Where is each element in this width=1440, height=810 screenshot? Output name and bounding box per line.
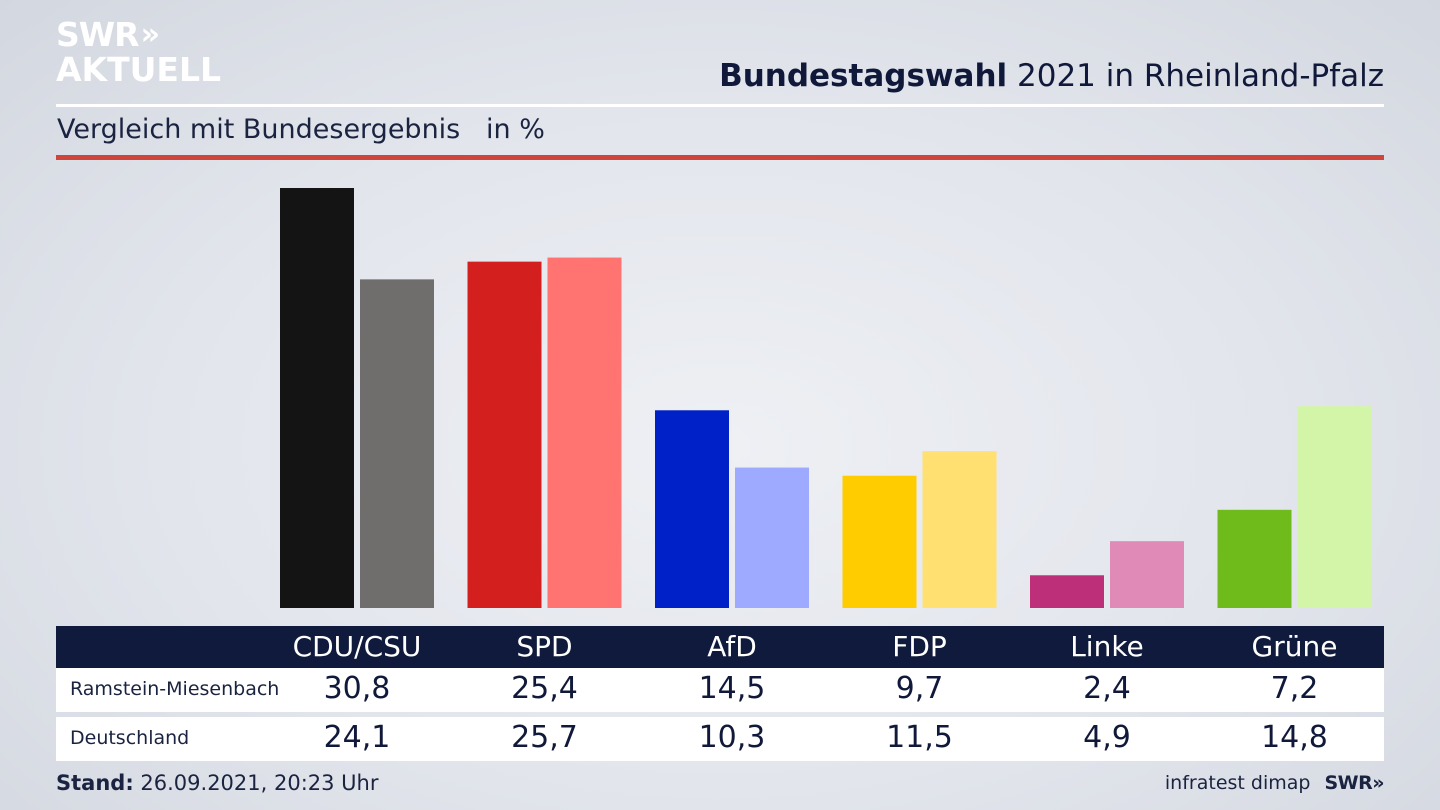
bar-linke-national bbox=[1110, 541, 1184, 608]
swr-aktuell-logo: SWR» AKTUELL bbox=[56, 18, 221, 86]
bar-afd-local bbox=[655, 410, 729, 608]
title-rest: 2021 in Rheinland-Pfalz bbox=[1007, 58, 1384, 94]
column-header-linke: Linke bbox=[1070, 630, 1144, 663]
column-header-spd: SPD bbox=[516, 630, 573, 663]
timestamp: Stand: 26.09.2021, 20:23 Uhr bbox=[56, 771, 379, 795]
bar-fdp-local bbox=[842, 475, 917, 608]
stand-value: 26.09.2021, 20:23 Uhr bbox=[133, 771, 379, 795]
value-label: 24,1 bbox=[323, 720, 391, 755]
stand-label: Stand: bbox=[56, 771, 134, 795]
chart-subtitle: Vergleich mit Bundesergebnis in % bbox=[57, 114, 545, 145]
swr-logo-small: SWR» bbox=[1324, 772, 1384, 794]
bar-fdp-national bbox=[922, 451, 997, 608]
value-label: 25,7 bbox=[511, 720, 578, 755]
value-label: 30,8 bbox=[323, 671, 391, 706]
header-divider bbox=[56, 104, 1384, 107]
logo-aktuell-text: AKTUELL bbox=[56, 50, 222, 89]
bar-afd-national bbox=[735, 467, 809, 608]
column-header-cdu-csu: CDU/CSU bbox=[292, 630, 422, 663]
column-header-afd: AfD bbox=[707, 630, 757, 663]
column-header-gr-ne: Grüne bbox=[1251, 630, 1338, 663]
value-label: 14,5 bbox=[698, 671, 766, 706]
results-table: CDU/CSU SPD AfD FDP Linke Grüne Ramstein-Mies… bbox=[56, 626, 1384, 761]
bar-spd-local bbox=[467, 261, 542, 608]
accent-divider bbox=[56, 155, 1384, 160]
column-header-fdp: FDP bbox=[892, 630, 947, 663]
logo-swr-text: SWR bbox=[56, 15, 140, 54]
value-label: 7,2 bbox=[1270, 671, 1319, 706]
source-credit: infratest dimap SWR» bbox=[1164, 772, 1385, 794]
bar-cdu-csu-local bbox=[280, 188, 354, 608]
value-label: 4,9 bbox=[1083, 720, 1131, 755]
bar-cdu-csu-national bbox=[360, 279, 434, 608]
table-row: Ramstein-Miesenbach 30,8 25,4 14,5 9,7 2,4 7,… bbox=[56, 668, 1384, 712]
table-header: CDU/CSU SPD AfD FDP Linke Grüne bbox=[56, 626, 1384, 668]
row-label: Ramstein-Miesenbach bbox=[70, 678, 280, 700]
page-title: Bundestagswahl 2021 in Rheinland-Pfalz bbox=[719, 58, 1384, 94]
bar-chart bbox=[280, 188, 1372, 608]
value-label: 25,4 bbox=[511, 671, 578, 706]
value-label: 14,8 bbox=[1261, 720, 1328, 755]
value-label: 10,3 bbox=[698, 720, 766, 755]
bar-linke-local bbox=[1030, 575, 1104, 608]
value-label: 11,5 bbox=[886, 720, 953, 755]
value-label: 2,4 bbox=[1083, 671, 1131, 706]
value-label: 9,7 bbox=[895, 671, 944, 706]
table-row: Deutschland 24,1 25,7 10,3 11,5 4,9 14,8 bbox=[56, 717, 1384, 761]
bar-gr-ne-local bbox=[1217, 509, 1292, 608]
bar-spd-national bbox=[547, 257, 622, 608]
bar-gr-ne-national bbox=[1297, 406, 1372, 608]
row-label: Deutschland bbox=[70, 727, 190, 749]
source-text: infratest dimap bbox=[1164, 772, 1311, 794]
title-bold: Bundestagswahl bbox=[719, 58, 1008, 94]
